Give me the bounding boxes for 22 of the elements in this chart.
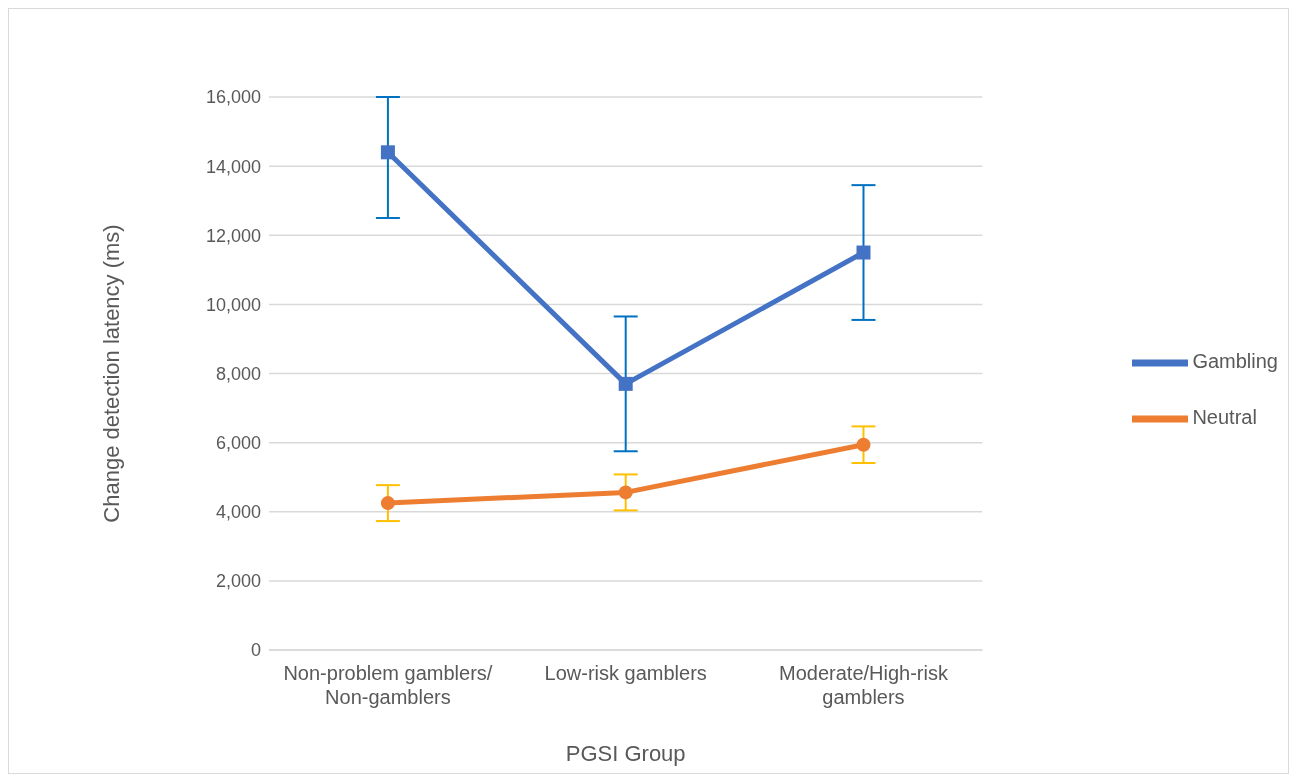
point [380, 145, 395, 160]
y-tick-label: 0 [250, 640, 261, 661]
y-tick-label: 8,000 [215, 363, 261, 384]
y-tick-label: 14,000 [205, 156, 261, 177]
point [618, 376, 633, 391]
y-tick-label: 12,000 [205, 225, 261, 246]
point [380, 496, 395, 511]
y-tick-label: 6,000 [215, 433, 261, 454]
legend-label: Neutral [1192, 406, 1257, 429]
x-tick-label: Moderate/High-risk gamblers [779, 662, 949, 708]
y-tick-label: 10,000 [205, 294, 261, 315]
point [618, 485, 633, 500]
x-axis-title: PGSI Group [565, 741, 686, 766]
y-tick-label: 16,000 [205, 87, 261, 108]
x-tick-label: Low-risk gamblers [544, 662, 707, 684]
y-axis-title: Change detection latency (ms) [98, 224, 124, 523]
point [856, 245, 871, 260]
point [856, 437, 871, 452]
x-tick-label: Non-problem gamblers/Non-gamblers [283, 662, 493, 708]
legend-label: Gambling [1192, 350, 1278, 373]
y-tick-label: 4,000 [215, 502, 261, 523]
y-tick-label: 2,000 [215, 571, 261, 592]
